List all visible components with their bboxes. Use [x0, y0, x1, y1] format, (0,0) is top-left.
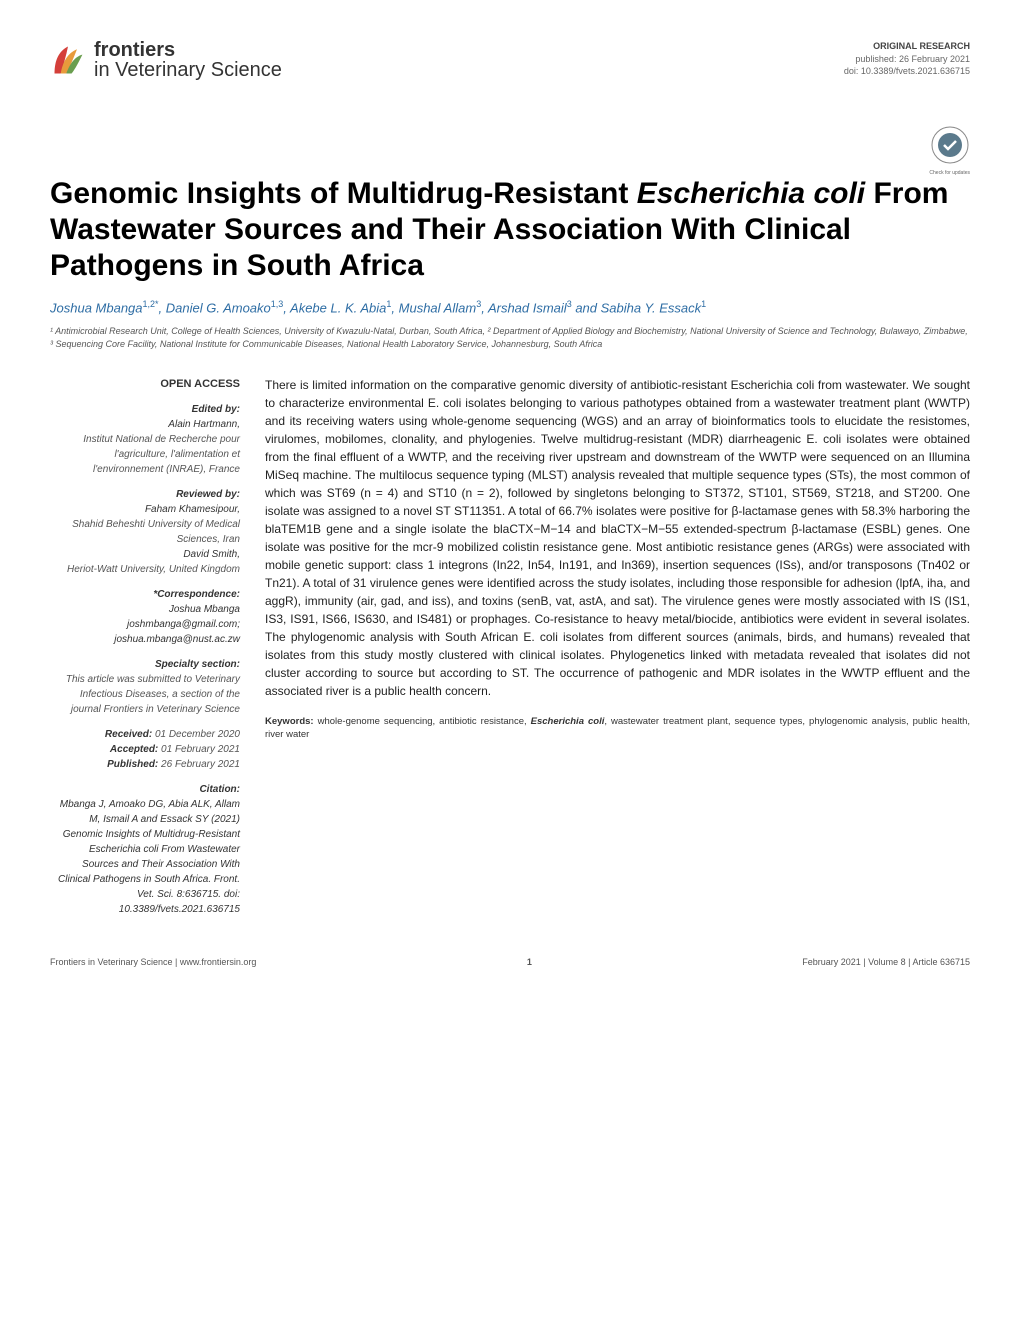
journal-name-line1: frontiers: [94, 40, 282, 60]
title-part1: Genomic Insights of Multidrug-Resistant: [50, 177, 637, 210]
reviewer1-institution: Shahid Beheshti University of Medical Sc…: [50, 517, 240, 547]
received-date: Received: Received: 01 December 202001 D…: [50, 727, 240, 742]
correspondence-name: Joshua Mbanga: [50, 602, 240, 617]
keywords-label: Keywords:: [265, 716, 318, 727]
check-updates-badge[interactable]: Check for updates: [929, 125, 970, 176]
footer-right: February 2021 | Volume 8 | Article 63671…: [802, 957, 970, 967]
reviewer1-name: Faham Khamesipour,: [50, 502, 240, 517]
check-updates-icon: [930, 125, 970, 165]
keywords-text: whole-genome sequencing, antibiotic resi…: [265, 716, 970, 740]
reviewer2-institution: Heriot-Watt University, United Kingdom: [50, 562, 240, 577]
sidebar: OPEN ACCESS Edited by: Alain Hartmann, I…: [50, 376, 240, 918]
editor-institution: Institut National de Recherche pour l'ag…: [50, 432, 240, 477]
accepted-date: Accepted: 01 February 2021: [50, 742, 240, 757]
title-species: Escherichia coli: [637, 177, 865, 210]
main-content: OPEN ACCESS Edited by: Alain Hartmann, I…: [50, 376, 970, 918]
journal-name: frontiers in Veterinary Science: [94, 40, 282, 80]
open-access-label: OPEN ACCESS: [50, 376, 240, 393]
abstract-text: There is limited information on the comp…: [265, 376, 970, 700]
author-list: Joshua Mbanga1,2*, Daniel G. Amoako1,3, …: [50, 299, 970, 315]
frontiers-icon: [50, 42, 86, 78]
specialty-label: Specialty section:: [50, 657, 240, 672]
edited-by-label: Edited by:: [50, 402, 240, 417]
correspondence-email2[interactable]: joshua.mbanga@nust.ac.zw: [50, 632, 240, 647]
citation-label: Citation:: [50, 782, 240, 797]
reviewer2-name: David Smith,: [50, 547, 240, 562]
affiliations: ¹ Antimicrobial Research Unit, College o…: [50, 325, 970, 350]
correspondence-email1[interactable]: joshmbanga@gmail.com;: [50, 617, 240, 632]
page-footer: Frontiers in Veterinary Science | www.fr…: [50, 957, 970, 967]
abstract: There is limited information on the comp…: [265, 376, 970, 918]
doi-link[interactable]: doi: 10.3389/fvets.2021.636715: [844, 65, 970, 78]
page-number: 1: [527, 957, 532, 967]
published-date: published: 26 February 2021: [844, 53, 970, 66]
editor-name: Alain Hartmann,: [50, 417, 240, 432]
page-header: frontiers in Veterinary Science ORIGINAL…: [50, 40, 970, 80]
reviewed-by-label: Reviewed by:: [50, 487, 240, 502]
journal-logo: frontiers in Veterinary Science: [50, 40, 282, 80]
journal-name-line2: in Veterinary Science: [94, 60, 282, 80]
footer-left[interactable]: Frontiers in Veterinary Science | www.fr…: [50, 957, 256, 967]
correspondence-label: *Correspondence:: [50, 587, 240, 602]
article-title: Genomic Insights of Multidrug-Resistant …: [50, 176, 970, 284]
article-type: ORIGINAL RESEARCH: [844, 40, 970, 53]
specialty-text: This article was submitted to Veterinary…: [50, 672, 240, 717]
keywords: Keywords: whole-genome sequencing, antib…: [265, 715, 970, 742]
header-metadata: ORIGINAL RESEARCH published: 26 February…: [844, 40, 970, 78]
published-date-sidebar: Published: 26 February 2021: [50, 757, 240, 772]
citation-text: Mbanga J, Amoako DG, Abia ALK, Allam M, …: [50, 797, 240, 917]
